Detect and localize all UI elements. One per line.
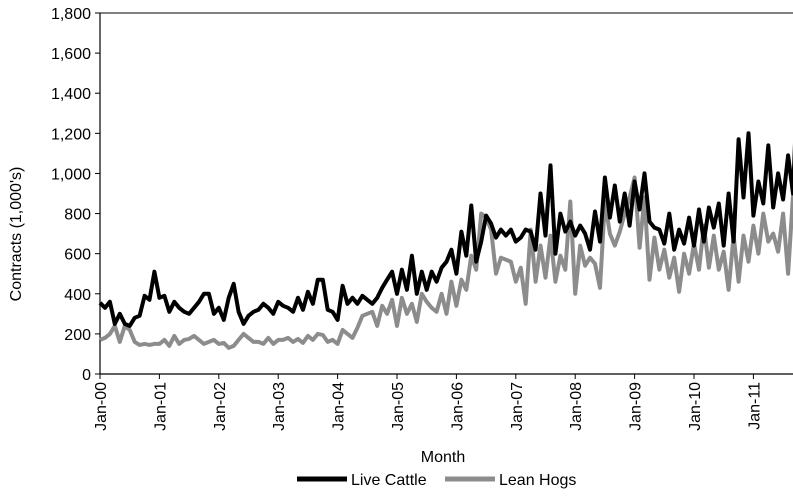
legend-label-live-cattle: Live Cattle (351, 472, 427, 489)
y-tick-label: 600 (64, 247, 91, 264)
axes: 0 200 400 600 800 1,000 1,200 1,400 1,600 1,800 Ja… (51, 6, 793, 431)
x-tick-label: Jan-09 (628, 382, 645, 431)
x-axis-label: Month (421, 449, 465, 466)
y-axis-label: Contracts (1,000's) (8, 167, 25, 302)
y-tick-label: 800 (64, 207, 91, 224)
x-tick-label: Jan-00 (93, 382, 110, 431)
y-tick-label: 400 (64, 287, 91, 304)
x-tick-label: Jan-04 (331, 382, 348, 431)
y-tick-label: 1,200 (51, 126, 91, 143)
x-tick-label: Jan-03 (271, 382, 288, 431)
y-tick-label: 1,000 (51, 166, 91, 183)
x-tick-label: Jan-10 (687, 382, 704, 431)
y-tick-label: 1,400 (51, 86, 91, 103)
x-tick-label: Jan-07 (509, 382, 526, 431)
y-tick-label: 1,600 (51, 46, 91, 63)
legend-label-lean-hogs: Lean Hogs (499, 472, 576, 489)
y-tick-label: 200 (64, 327, 91, 344)
y-tick-label: 0 (82, 367, 91, 384)
x-tick-label: Jan-06 (449, 382, 466, 431)
x-tick-label: Jan-11 (746, 382, 763, 430)
y-tick-label: 1,800 (51, 6, 91, 23)
x-tick-label: Jan-01 (152, 382, 169, 431)
x-tick-label: Jan-05 (390, 382, 407, 431)
x-tick-label: Jan-02 (212, 382, 229, 431)
x-tick-label: Jan-08 (568, 382, 585, 431)
series-line-live-cattle (98, 131, 793, 328)
legend: Live Cattle Lean Hogs (297, 472, 576, 489)
series-layer (98, 131, 793, 350)
